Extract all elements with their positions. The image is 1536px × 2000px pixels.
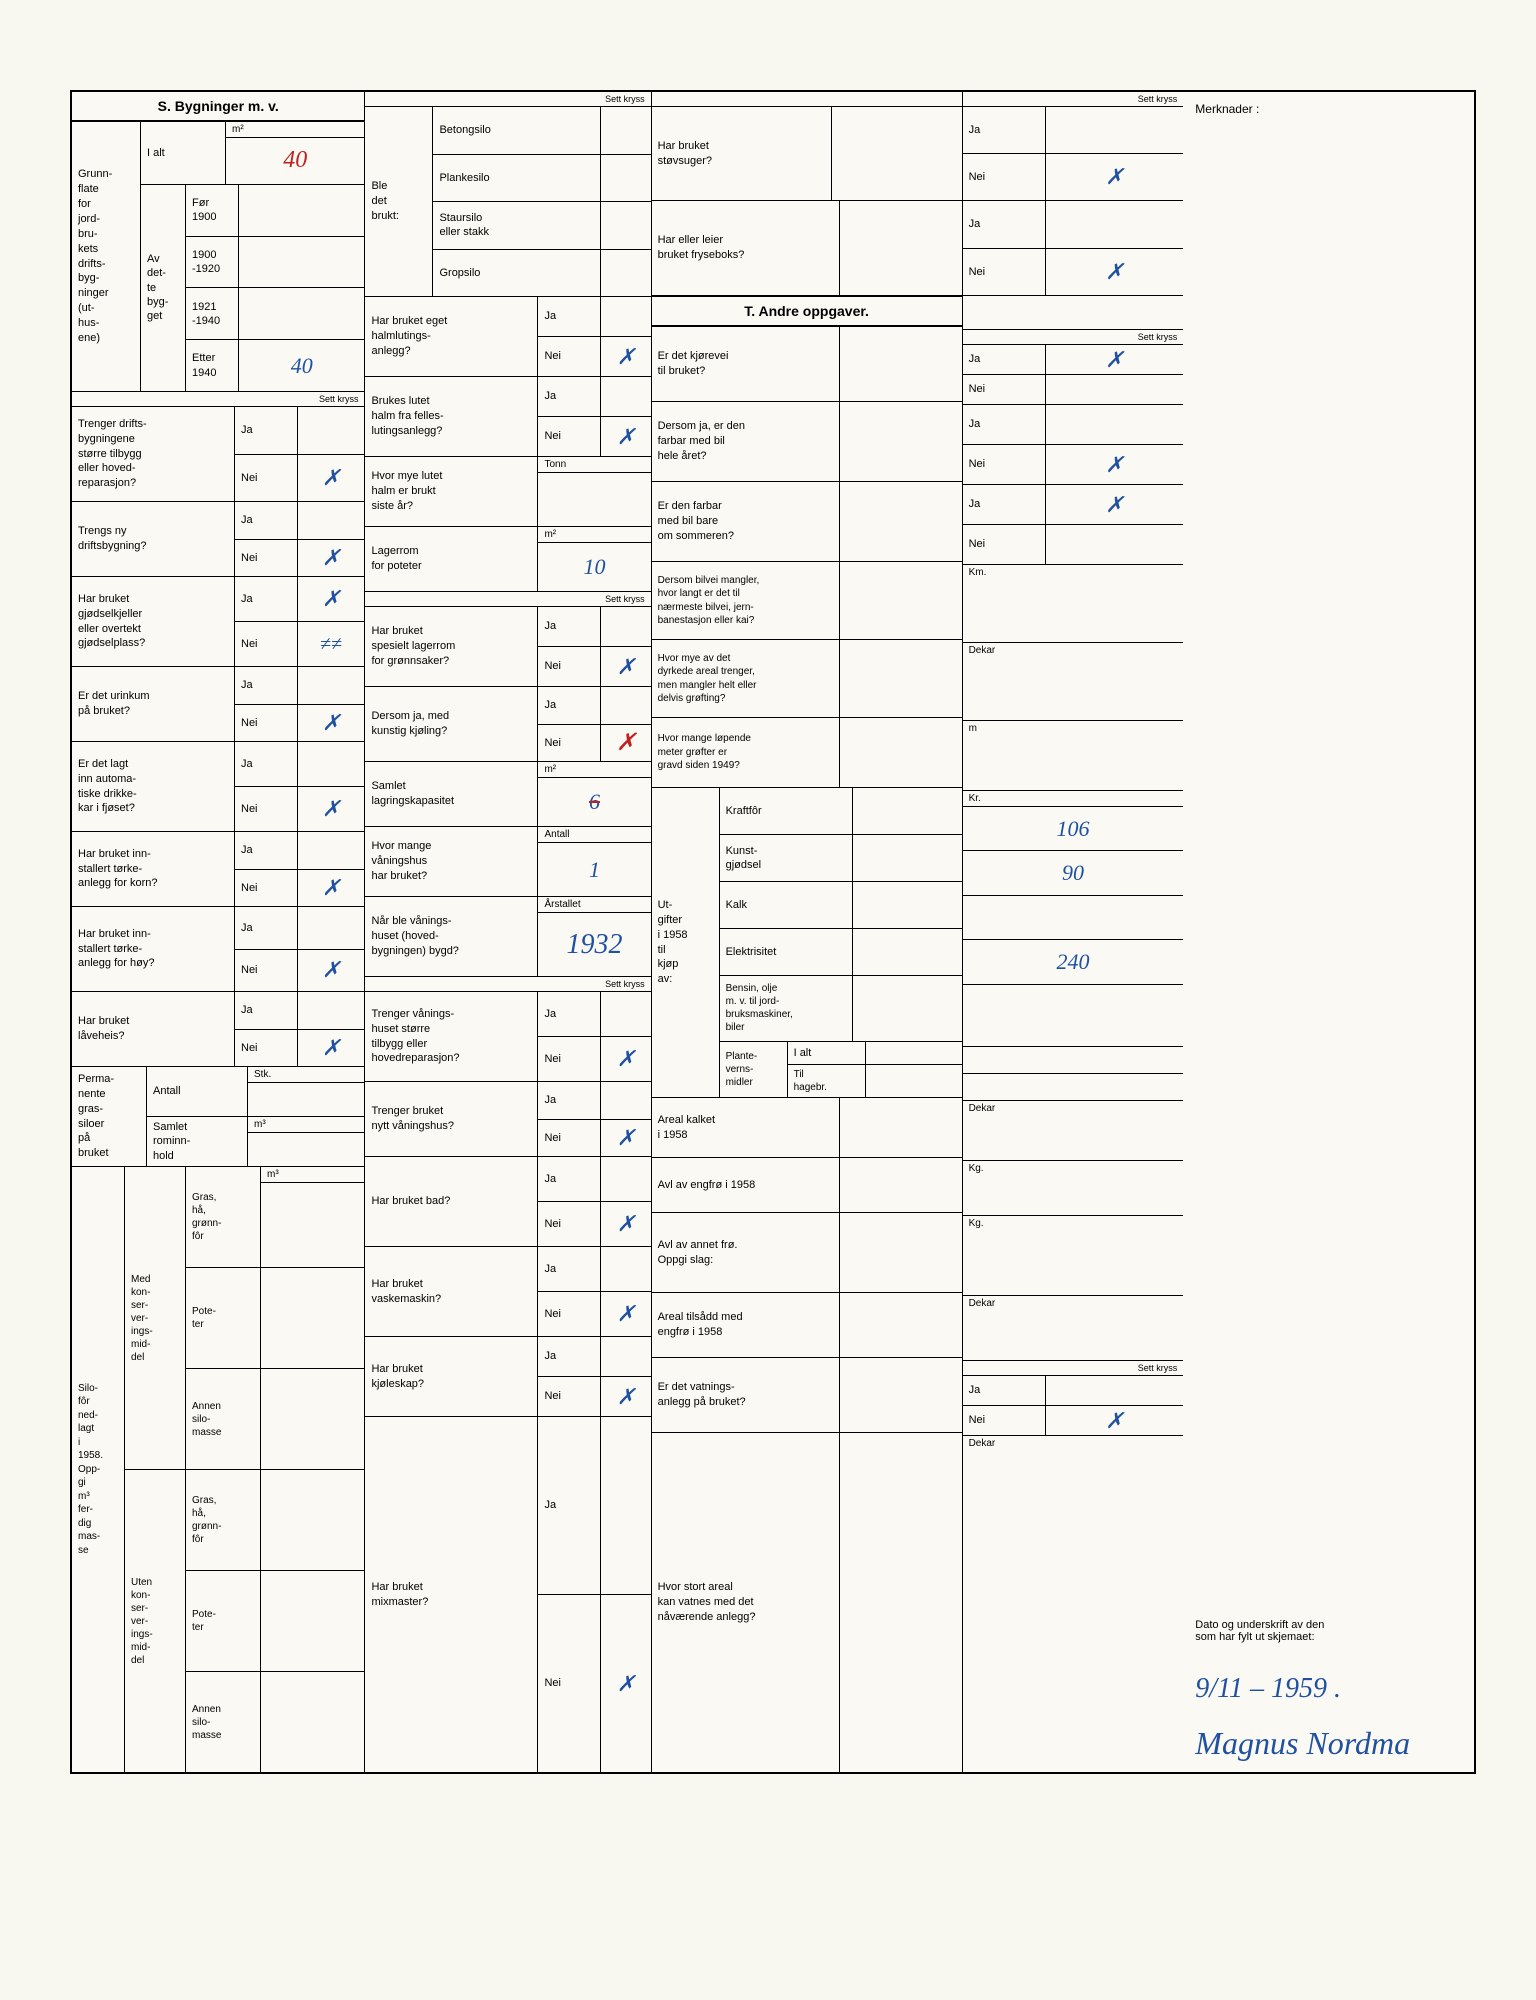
column-s: S. Bygninger m. v. Grunn- flate for jord… bbox=[72, 92, 365, 1772]
merknader-heading: Merknader : bbox=[1195, 102, 1462, 116]
trenger-drifts-nei: ✗ bbox=[298, 455, 364, 502]
av-dette: Av det- te byg- get bbox=[141, 185, 186, 391]
column-4: Sett kryss Ja Nei✗ Ja Nei✗ Sett kryss bbox=[963, 92, 1184, 1772]
signature-name: Magnus Nordma bbox=[1195, 1725, 1462, 1762]
form-container: S. Bygninger m. v. Grunn- flate for jord… bbox=[70, 90, 1476, 1774]
sett-kryss-1: Sett kryss bbox=[72, 392, 364, 407]
grunnflate-label: Grunn- flate for jord- bru- kets drifts-… bbox=[72, 122, 141, 391]
kraftfor-val: 106 bbox=[963, 807, 1184, 850]
kunstgjodsel-val: 90 bbox=[963, 851, 1184, 894]
grunnflate-ialt-val: 40 bbox=[226, 138, 364, 184]
antall-van-val: 1 bbox=[538, 843, 650, 896]
grunnflate: Grunn- flate for jord- bru- kets drifts-… bbox=[72, 122, 364, 392]
signature-label: Dato og underskrift av den som har fylt … bbox=[1195, 1619, 1462, 1643]
grunnflate-etter1940-val: 40 bbox=[239, 340, 364, 391]
grunnflate-ialt-label: I alt bbox=[141, 122, 226, 184]
signature-date: 9/11 – 1959 . bbox=[1195, 1673, 1462, 1705]
column-2: Sett kryss Ble det brukt: Betongsilo Pla… bbox=[365, 92, 651, 1772]
gjodsel-scribble: ≠≠ bbox=[298, 622, 364, 666]
heading-t: T. Andre oppgaver. bbox=[652, 296, 962, 327]
lager-poteter-val: 10 bbox=[538, 543, 650, 591]
samlet-kap-val: 6 bbox=[538, 778, 650, 826]
signature-area: Dato og underskrift av den som har fylt … bbox=[1195, 1599, 1462, 1762]
column-merknader: Merknader : Dato og underskrift av den s… bbox=[1183, 92, 1474, 1772]
grunnflate-m2: m² bbox=[226, 122, 364, 138]
page: S. Bygninger m. v. Grunn- flate for jord… bbox=[0, 0, 1536, 2000]
arstall-val: 1932 bbox=[538, 913, 650, 976]
elektrisitet-val: 240 bbox=[963, 940, 1184, 983]
column-3: Har bruket støvsuger? Har eller leier br… bbox=[652, 92, 963, 1772]
heading-s: S. Bygninger m. v. bbox=[72, 92, 364, 122]
